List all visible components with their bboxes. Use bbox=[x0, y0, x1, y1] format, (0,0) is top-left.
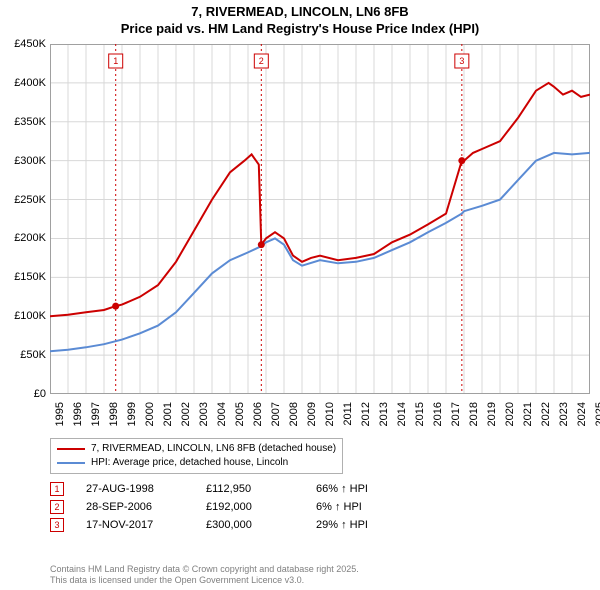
plot-svg: 1 2 3 bbox=[50, 44, 590, 394]
footer: Contains HM Land Registry data © Crown c… bbox=[50, 564, 359, 587]
y-axis: £0£50K£100K£150K£200K£250K£300K£350K£400… bbox=[0, 44, 50, 394]
x-tick-label: 2004 bbox=[216, 402, 228, 426]
x-tick-label: 2024 bbox=[576, 402, 588, 426]
sale-price: £300,000 bbox=[206, 519, 316, 531]
x-tick-label: 1998 bbox=[108, 402, 120, 426]
sale-marker: 3 bbox=[50, 518, 64, 532]
x-tick-label: 2019 bbox=[486, 402, 498, 426]
y-tick-label: £50K bbox=[20, 349, 46, 361]
x-tick-label: 1995 bbox=[54, 402, 66, 426]
sales-table: 1 27-AUG-1998£112,95066% ↑ HPI 2 28-SEP-200… bbox=[50, 482, 416, 536]
event-marker-num: 1 bbox=[113, 56, 118, 66]
sale-date: 27-AUG-1998 bbox=[86, 483, 206, 495]
title-block: 7, RIVERMEAD, LINCOLN, LN6 8FB Price pai… bbox=[0, 0, 600, 38]
x-tick-label: 2011 bbox=[342, 402, 354, 426]
event-marker-num: 3 bbox=[459, 56, 464, 66]
sale-pct: 6% ↑ HPI bbox=[316, 501, 416, 513]
plot-area: 1 2 3 bbox=[50, 44, 590, 394]
x-tick-label: 2015 bbox=[414, 402, 426, 426]
x-axis: 1995 1996 1997 1998 1999 2000 2001 2002 2003 2004… bbox=[50, 398, 590, 438]
x-tick-label: 2018 bbox=[468, 402, 480, 426]
x-tick-label: 2002 bbox=[180, 402, 192, 426]
event-marker-num: 2 bbox=[259, 56, 264, 66]
sale-date: 17-NOV-2017 bbox=[86, 519, 206, 531]
x-tick-label: 2008 bbox=[288, 402, 300, 426]
footer-line-1: Contains HM Land Registry data © Crown c… bbox=[50, 564, 359, 575]
legend-label: HPI: Average price, detached house, Linc… bbox=[91, 456, 288, 470]
sale-price: £112,950 bbox=[206, 483, 316, 495]
x-tick-label: 2007 bbox=[270, 402, 282, 426]
legend-swatch bbox=[57, 462, 85, 464]
title-line-2: Price paid vs. HM Land Registry's House … bbox=[0, 21, 600, 38]
sale-pct: 66% ↑ HPI bbox=[316, 483, 416, 495]
event-dot bbox=[258, 241, 265, 248]
x-tick-label: 1996 bbox=[72, 402, 84, 426]
y-tick-label: £300K bbox=[14, 155, 46, 167]
x-tick-label: 2001 bbox=[162, 402, 174, 426]
x-tick-label: 2005 bbox=[234, 402, 246, 426]
y-tick-label: £250K bbox=[14, 194, 46, 206]
x-tick-label: 2006 bbox=[252, 402, 264, 426]
y-tick-label: £0 bbox=[34, 388, 46, 400]
sale-row: 2 28-SEP-2006£192,0006% ↑ HPI bbox=[50, 500, 416, 514]
sale-row: 3 17-NOV-2017£300,00029% ↑ HPI bbox=[50, 518, 416, 532]
x-tick-label: 2009 bbox=[306, 402, 318, 426]
sale-marker: 1 bbox=[50, 482, 64, 496]
sale-marker: 2 bbox=[50, 500, 64, 514]
legend-row: 7, RIVERMEAD, LINCOLN, LN6 8FB (detached… bbox=[57, 442, 336, 456]
x-tick-label: 2003 bbox=[198, 402, 210, 426]
x-tick-label: 2013 bbox=[378, 402, 390, 426]
x-tick-label: 2025 bbox=[594, 402, 600, 426]
x-tick-label: 2020 bbox=[504, 402, 516, 426]
legend-label: 7, RIVERMEAD, LINCOLN, LN6 8FB (detached… bbox=[91, 442, 336, 456]
x-tick-label: 2023 bbox=[558, 402, 570, 426]
y-tick-label: £200K bbox=[14, 232, 46, 244]
chart-container: 7, RIVERMEAD, LINCOLN, LN6 8FB Price pai… bbox=[0, 0, 600, 590]
x-tick-label: 1997 bbox=[90, 402, 102, 426]
legend-row: HPI: Average price, detached house, Linc… bbox=[57, 456, 336, 470]
x-tick-label: 2021 bbox=[522, 402, 534, 426]
x-tick-label: 2010 bbox=[324, 402, 336, 426]
y-tick-label: £150K bbox=[14, 271, 46, 283]
y-tick-label: £450K bbox=[14, 38, 46, 50]
sale-date: 28-SEP-2006 bbox=[86, 501, 206, 513]
y-tick-label: £350K bbox=[14, 116, 46, 128]
x-tick-label: 1999 bbox=[126, 402, 138, 426]
x-tick-label: 2014 bbox=[396, 402, 408, 426]
legend-swatch bbox=[57, 448, 85, 450]
y-tick-label: £100K bbox=[14, 310, 46, 322]
sale-row: 1 27-AUG-1998£112,95066% ↑ HPI bbox=[50, 482, 416, 496]
x-tick-label: 2022 bbox=[540, 402, 552, 426]
x-tick-label: 2017 bbox=[450, 402, 462, 426]
x-tick-label: 2012 bbox=[360, 402, 372, 426]
event-dot bbox=[458, 157, 465, 164]
y-tick-label: £400K bbox=[14, 77, 46, 89]
sale-pct: 29% ↑ HPI bbox=[316, 519, 416, 531]
event-dot bbox=[112, 303, 119, 310]
title-line-1: 7, RIVERMEAD, LINCOLN, LN6 8FB bbox=[0, 4, 600, 21]
x-tick-label: 2016 bbox=[432, 402, 444, 426]
x-tick-label: 2000 bbox=[144, 402, 156, 426]
legend-box: 7, RIVERMEAD, LINCOLN, LN6 8FB (detached… bbox=[50, 438, 343, 474]
sale-price: £192,000 bbox=[206, 501, 316, 513]
footer-line-2: This data is licensed under the Open Gov… bbox=[50, 575, 359, 586]
